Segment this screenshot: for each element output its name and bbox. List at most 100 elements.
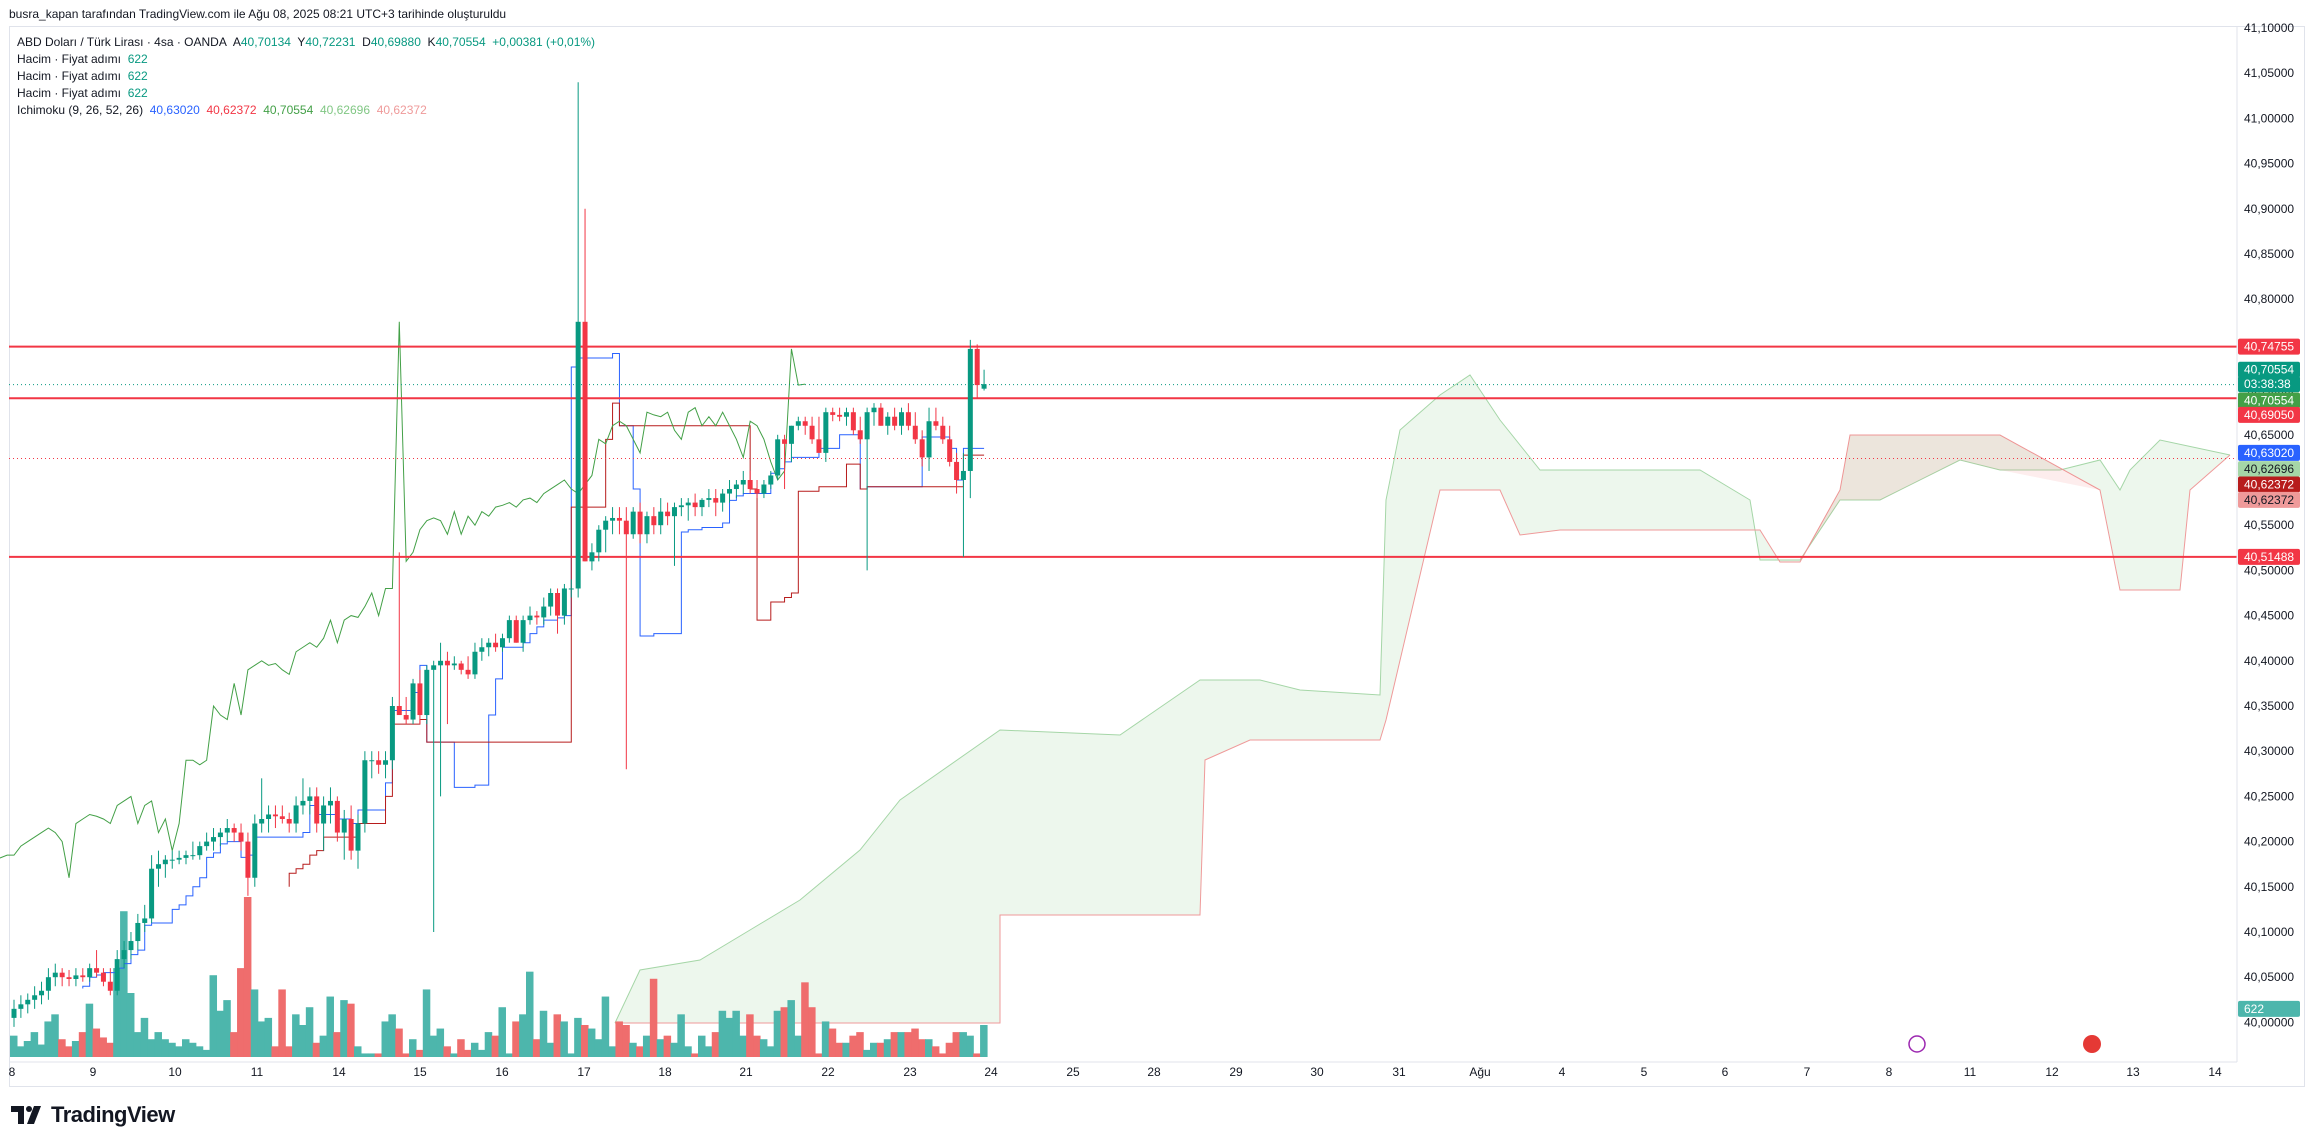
candle-body[interactable] — [610, 517, 616, 521]
candle-body[interactable] — [816, 439, 822, 453]
candle-body[interactable] — [885, 416, 891, 426]
candle-body[interactable] — [121, 950, 127, 960]
candle-body[interactable] — [279, 816, 285, 819]
candle-body[interactable] — [80, 975, 86, 978]
candle-body[interactable] — [685, 502, 691, 506]
candle-body[interactable] — [912, 425, 918, 440]
candle-body[interactable] — [169, 859, 175, 861]
candle-body[interactable] — [761, 484, 767, 494]
candle-body[interactable] — [479, 647, 485, 652]
candle-body[interactable] — [603, 520, 609, 530]
legend-symbol[interactable]: ABD Doları / Türk Lirası · 4sa · OANDA — [17, 35, 227, 49]
candle-body[interactable] — [747, 480, 753, 490]
candle-body[interactable] — [197, 846, 203, 856]
candle-body[interactable] — [355, 823, 361, 851]
candle-body[interactable] — [458, 663, 464, 670]
candle-body[interactable] — [293, 805, 299, 824]
candle-body[interactable] — [857, 430, 863, 440]
candle-body[interactable] — [266, 814, 272, 819]
candle-body[interactable] — [513, 620, 519, 643]
candle-body[interactable] — [94, 968, 100, 973]
candle-body[interactable] — [782, 439, 788, 444]
candle-body[interactable] — [795, 421, 801, 426]
candle-body[interactable] — [135, 922, 141, 942]
candle-body[interactable] — [403, 715, 409, 720]
legend-ichimoku-row[interactable]: Ichimoku (9, 26, 52, 26) 40,63020 40,623… — [17, 102, 595, 119]
candle-body[interactable] — [548, 593, 554, 607]
candle-body[interactable] — [52, 972, 58, 978]
candle-body[interactable] — [823, 412, 829, 453]
candle-body[interactable] — [424, 669, 430, 716]
legend-volume-row[interactable]: Hacim · Fiyat adımı 622 — [17, 68, 595, 85]
candle-body[interactable] — [451, 663, 457, 666]
candle-body[interactable] — [727, 489, 733, 494]
candle-body[interactable] — [493, 642, 499, 648]
candle-body[interactable] — [974, 348, 980, 386]
candle-body[interactable] — [616, 517, 622, 521]
candle-body[interactable] — [630, 511, 636, 535]
candle-body[interactable] — [878, 407, 884, 426]
candle-body[interactable] — [651, 516, 657, 526]
legend-volume-row[interactable]: Hacim · Fiyat adımı 622 — [17, 51, 595, 68]
tradingview-logo[interactable]: TradingView — [11, 1102, 175, 1128]
candle-body[interactable] — [947, 439, 953, 462]
candle-body[interactable] — [176, 857, 182, 860]
candle-body[interactable] — [802, 421, 808, 426]
candle-body[interactable] — [596, 529, 602, 553]
candle-body[interactable] — [396, 706, 402, 716]
candle-body[interactable] — [472, 651, 478, 675]
candle-body[interactable] — [431, 665, 437, 670]
candle-body[interactable] — [183, 855, 189, 858]
candle-body[interactable] — [671, 507, 677, 517]
price-axis[interactable]: 41,10000 41,05000 41,00000 40,95000 40,90000… — [2236, 21, 2294, 1062]
candle-body[interactable] — [155, 864, 161, 869]
candle-body[interactable] — [665, 511, 671, 517]
candle-body[interactable] — [837, 414, 843, 417]
candle-body[interactable] — [905, 412, 911, 426]
candle-body[interactable] — [272, 814, 278, 817]
lightning-icon[interactable] — [1908, 1035, 1926, 1053]
candle-body[interactable] — [32, 995, 38, 1000]
candle-body[interactable] — [100, 972, 106, 982]
candle-body[interactable] — [66, 977, 72, 980]
candle-body[interactable] — [733, 484, 739, 490]
candle-body[interactable] — [850, 412, 856, 431]
candle-body[interactable] — [555, 593, 561, 616]
candle-body[interactable] — [417, 683, 423, 716]
candle-body[interactable] — [245, 841, 251, 878]
candlesticks[interactable] — [11, 82, 987, 1027]
candle-body[interactable] — [341, 819, 347, 833]
candle-body[interactable] — [644, 516, 650, 535]
candle-body[interactable] — [87, 968, 93, 978]
candle-body[interactable] — [926, 421, 932, 458]
candle-body[interactable] — [788, 425, 794, 444]
candle-body[interactable] — [11, 1008, 17, 1018]
candle-body[interactable] — [25, 999, 31, 1005]
candle-body[interactable] — [561, 588, 567, 616]
candle-body[interactable] — [314, 796, 320, 824]
candle-body[interactable] — [204, 841, 210, 847]
candle-body[interactable] — [506, 620, 512, 639]
candle-body[interactable] — [954, 461, 960, 480]
candle-body[interactable] — [871, 407, 877, 413]
candle-body[interactable] — [568, 588, 574, 590]
candle-body[interactable] — [444, 660, 450, 666]
candle-body[interactable] — [899, 412, 905, 426]
candle-body[interactable] — [967, 348, 973, 471]
candle-body[interactable] — [300, 800, 306, 806]
candle-body[interactable] — [864, 412, 870, 440]
candle-body[interactable] — [217, 832, 223, 838]
candle-body[interactable] — [18, 1004, 24, 1009]
candle-body[interactable] — [238, 832, 244, 842]
candle-body[interactable] — [720, 493, 726, 503]
candle-body[interactable] — [252, 823, 258, 878]
chart-canvas[interactable]: 41,10000 41,05000 41,00000 40,95000 40,90000… — [0, 0, 2315, 1090]
candle-body[interactable] — [190, 855, 196, 857]
candle-body[interactable] — [933, 421, 939, 426]
candle-body[interactable] — [775, 439, 781, 476]
candle-body[interactable] — [73, 975, 79, 980]
candle-body[interactable] — [754, 489, 760, 494]
candle-body[interactable] — [981, 384, 987, 389]
candle-body[interactable] — [410, 683, 416, 720]
candle-body[interactable] — [706, 498, 712, 500]
